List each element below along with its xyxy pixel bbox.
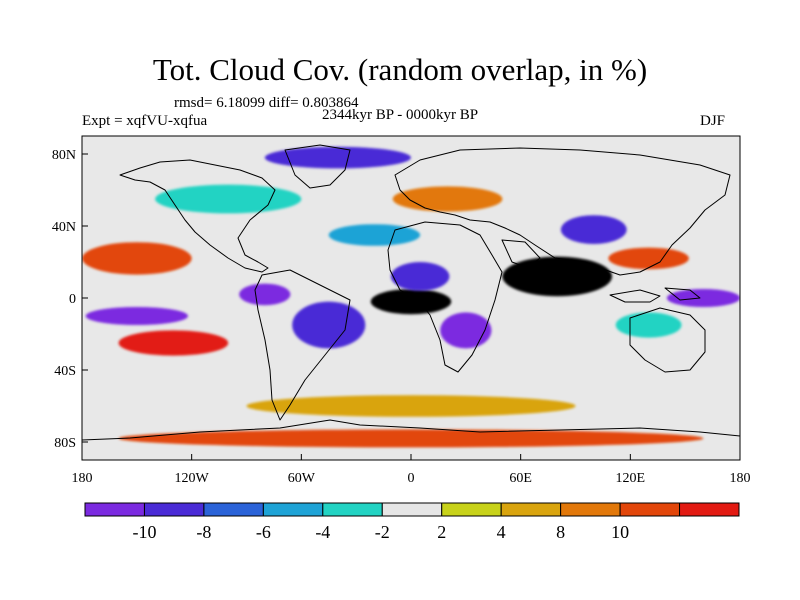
colorbar-label: 4 xyxy=(497,522,506,542)
lon-tick-label: 0 xyxy=(408,471,415,486)
experiment-label: Expt = xqfVU-xqfua xyxy=(82,113,208,129)
anomaly-patch-5 xyxy=(85,307,189,325)
anomaly-patch-13 xyxy=(264,146,411,169)
colorbar-swatch xyxy=(500,502,562,517)
anomaly-patch-1 xyxy=(440,312,492,349)
rmsd-stats-label: rmsd= 6.18099 diff= 0.803864 xyxy=(174,95,359,111)
colorbar-swatch xyxy=(679,502,740,517)
coastline-greenland xyxy=(284,144,351,189)
colorbar-swatch xyxy=(560,502,621,517)
colorbar-label: 10 xyxy=(611,522,629,542)
colorbar-label: -2 xyxy=(375,522,390,542)
lon-tick-label: 120W xyxy=(175,471,210,486)
anomaly-patch-0 xyxy=(370,289,452,315)
coastline-south-asia xyxy=(501,239,591,293)
coastline-maritime xyxy=(609,287,701,303)
anomaly-patch-7 xyxy=(118,330,229,356)
lon-tick-label: 60E xyxy=(509,471,532,486)
colorbar-label: 8 xyxy=(556,522,565,542)
anomaly-field xyxy=(82,146,740,448)
lat-tick-label: 80N xyxy=(52,148,76,163)
anomaly-patch-11 xyxy=(615,312,682,338)
coastline-australia xyxy=(629,307,706,373)
anomaly-patch-10 xyxy=(666,289,740,307)
latitude-axis: 80N 40N 0 40S 80S xyxy=(52,148,88,451)
coastline-eurasia xyxy=(394,147,731,276)
lat-tick-label: 40S xyxy=(54,364,76,379)
colorbar-swatch xyxy=(203,502,264,517)
plot-title: Tot. Cloud Cov. (random overlap, in %) xyxy=(152,52,648,87)
lat-tick-label: 0 xyxy=(69,292,76,307)
colorbar-swatch xyxy=(441,502,502,517)
anomaly-patch-12 xyxy=(608,247,689,270)
lat-tick-label: 40N xyxy=(52,220,76,235)
colorbar-swatch xyxy=(619,502,681,517)
colorbar-label: -10 xyxy=(132,522,156,542)
colorbar-swatch xyxy=(322,502,383,517)
coastline-south-america xyxy=(254,269,351,421)
anomaly-patch-2 xyxy=(390,262,450,291)
colorbar-swatch xyxy=(381,502,443,517)
lon-tick-label: 60W xyxy=(288,471,316,486)
lat-tick-label: 80S xyxy=(54,436,76,451)
coastline-antarctica xyxy=(82,419,740,441)
coastline-africa xyxy=(387,221,503,373)
longitude-axis: 180 120W 60W 0 60E 120E 180 xyxy=(72,454,751,486)
colorbar-label: -8 xyxy=(196,522,211,542)
colorbar-swatch xyxy=(143,502,205,517)
coastline-north-america xyxy=(119,159,276,273)
anomaly-patch-14 xyxy=(246,395,576,417)
anomaly-patch-9 xyxy=(560,215,627,245)
anomaly-patch-17 xyxy=(155,184,302,214)
colorbar-swatch xyxy=(84,502,145,517)
period-label: 2344kyr BP - 0000kyr BP xyxy=(322,107,479,123)
colorbar-label: -6 xyxy=(256,522,271,542)
colorbar-label: -4 xyxy=(315,522,330,542)
lon-tick-label: 180 xyxy=(730,471,751,486)
colorbar-swatch xyxy=(262,502,324,517)
anomaly-patch-3 xyxy=(292,301,366,349)
lon-tick-label: 180 xyxy=(72,471,93,486)
coastlines xyxy=(82,144,740,441)
anomaly-patch-15 xyxy=(118,429,704,448)
anomaly-patch-6 xyxy=(82,242,192,275)
colorbar-label: 2 xyxy=(437,522,446,542)
anomaly-patch-4 xyxy=(239,283,291,306)
lon-tick-label: 120E xyxy=(616,471,646,486)
season-label: DJF xyxy=(700,113,726,129)
